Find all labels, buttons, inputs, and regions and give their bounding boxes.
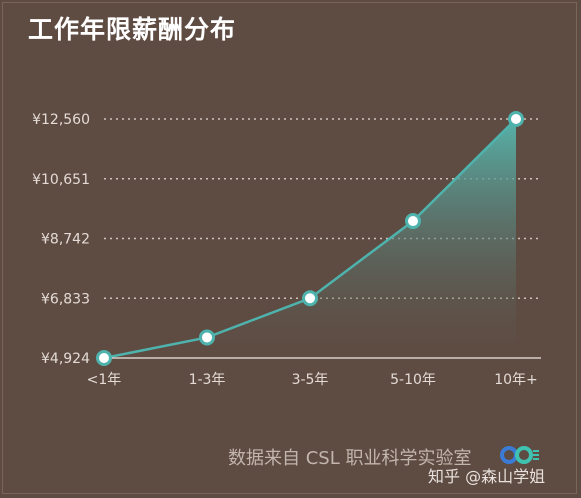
- chart-frame: [2, 2, 577, 494]
- data-point: [508, 111, 524, 127]
- y-tick-label: ¥8,742: [41, 232, 90, 248]
- y-tick-label: ¥4,924: [41, 351, 90, 367]
- y-tick-label: ¥6,833: [41, 291, 90, 307]
- x-tick-label: 3-5年: [292, 372, 329, 388]
- data-source-note: 数据来自 CSL 职业科学实验室: [228, 448, 472, 469]
- data-point: [302, 290, 318, 307]
- y-tick-label: ¥12,560: [32, 112, 90, 128]
- salary-area-fill: [104, 119, 516, 358]
- data-point: [405, 213, 421, 230]
- data-point: [96, 350, 112, 366]
- zhihu-watermark: 知乎 @森山学姐: [428, 467, 546, 486]
- csl-logo-icon: [500, 446, 539, 464]
- x-tick-label: <1年: [87, 372, 122, 388]
- chart-title: 工作年限薪酬分布: [28, 15, 237, 44]
- data-point: [199, 329, 215, 346]
- x-tick-label: 10年+: [494, 372, 538, 388]
- y-tick-label: ¥10,651: [32, 172, 90, 188]
- x-tick-label: 1-3年: [189, 372, 226, 388]
- x-tick-label: 5-10年: [390, 372, 436, 388]
